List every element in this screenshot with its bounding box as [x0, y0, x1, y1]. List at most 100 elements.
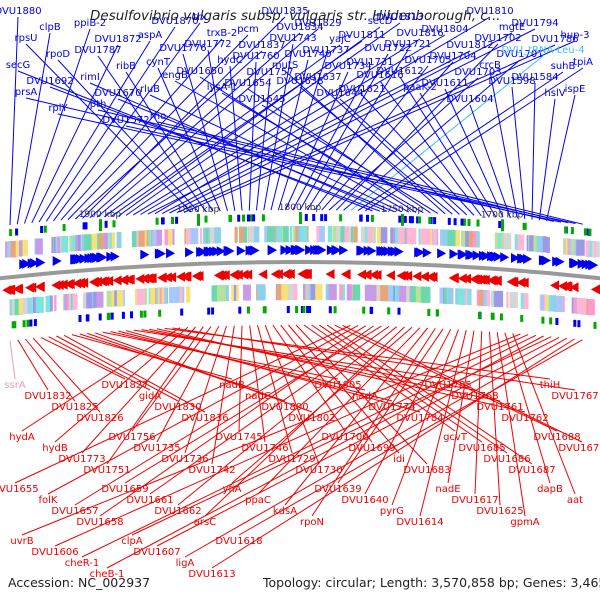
small-feature-mark: [62, 224, 66, 231]
feature-block: [444, 287, 448, 304]
small-feature-mark: [238, 306, 242, 314]
reverse-gene-label: nadC: [245, 391, 271, 402]
feature-block: [380, 227, 388, 244]
feature-block: [116, 232, 122, 248]
feature-block: [114, 290, 117, 307]
reverse-gene-arrow: [550, 280, 560, 291]
small-feature-mark: [130, 311, 133, 319]
small-feature-mark: [410, 216, 414, 224]
forward-gene-label: DVU1880: [0, 6, 42, 17]
forward-label-leader: [96, 28, 319, 218]
small-feature-mark: [428, 216, 432, 224]
feature-block: [337, 226, 345, 243]
feature-block: [388, 285, 393, 302]
feature-block: [390, 227, 394, 244]
reverse-gene-label: DVU1805: [314, 380, 361, 391]
forward-label-leader: [25, 43, 192, 213]
forward-gene-label: DVU1584: [511, 72, 558, 83]
reverse-gene-arrow: [118, 274, 128, 285]
feature-block: [109, 232, 112, 249]
small-feature-mark: [295, 306, 299, 313]
forward-gene-arrow: [166, 248, 176, 259]
forward-gene-arrow: [317, 245, 327, 256]
forward-gene-label: hup-3: [561, 30, 590, 41]
feature-block: [394, 227, 401, 244]
reverse-gene-label: DVU1617: [451, 495, 498, 506]
feature-block: [397, 227, 405, 244]
small-feature-mark: [11, 321, 15, 329]
forward-gene-arrow: [570, 258, 580, 269]
feature-block: [93, 291, 97, 308]
reverse-gene-label: DVU1606: [31, 547, 78, 558]
small-feature-mark: [158, 309, 162, 317]
feature-block: [305, 284, 308, 300]
forward-label-leader: [538, 98, 556, 221]
forward-gene-arrow: [245, 245, 255, 256]
reverse-label-leader: [512, 333, 576, 495]
feature-block: [509, 292, 518, 308]
feature-block: [328, 284, 337, 301]
forward-label-leader: [335, 43, 499, 211]
reverse-gene-arrow: [569, 282, 579, 293]
feature-block: [540, 294, 544, 311]
feature-block: [249, 226, 255, 243]
reverse-gene-label: arsC: [194, 517, 216, 528]
small-feature-mark: [29, 319, 33, 327]
feature-block: [399, 285, 407, 302]
reverse-gene-label: DVU1688: [533, 432, 580, 443]
feature-block: [103, 232, 108, 249]
feature-block: [38, 238, 43, 255]
reverse-label-leader: [14, 325, 351, 484]
forward-gene-label: mgtE: [499, 22, 525, 33]
reverse-label-leader: [131, 326, 212, 432]
feature-block: [421, 286, 427, 303]
feature-block: [14, 298, 23, 315]
forward-gene-arrow: [305, 245, 315, 256]
feature-block: [476, 231, 480, 248]
forward-gene-label: mutS: [272, 60, 298, 71]
small-feature-mark: [175, 216, 179, 224]
forward-label-leader: [125, 125, 576, 224]
forward-label-leader: [317, 82, 460, 215]
forward-gene-label: DVU1645: [238, 94, 285, 105]
forward-gene-label: rpsU: [15, 33, 38, 44]
reverse-label-leader: [32, 337, 101, 413]
feature-block: [576, 239, 585, 256]
reverse-gene-arrow: [362, 269, 372, 280]
forward-gene-arrow: [52, 256, 62, 267]
small-feature-mark: [573, 319, 577, 327]
forward-gene-arrow: [74, 254, 84, 265]
map-title: Desulfovibrio vulgaris subsp. vulgaris s…: [90, 8, 501, 24]
small-feature-mark: [26, 319, 30, 327]
forward-label-leader: [247, 88, 431, 214]
reverse-gene-label: DVU1742: [188, 465, 235, 476]
reverse-gene-label: cheR-1: [65, 558, 100, 569]
forward-gene-arrow: [185, 247, 195, 258]
reverse-gene-label: DVU1699: [348, 443, 395, 454]
forward-label-leader: [444, 88, 504, 218]
small-feature-mark: [498, 221, 502, 228]
forward-label-leader: [25, 97, 554, 222]
forward-label-leader: [229, 65, 243, 211]
small-feature-mark: [246, 306, 250, 314]
forward-gene-label: DVU1650: [176, 66, 223, 77]
forward-gene-label: DVU1835: [261, 6, 308, 17]
reverse-gene-label: hydA: [9, 432, 35, 443]
feature-block: [339, 284, 343, 301]
forward-label-leader: [118, 26, 381, 217]
reverse-label-leader: [21, 327, 181, 432]
feature-block: [108, 232, 116, 249]
feature-block: [142, 230, 150, 247]
forward-label-leader: [489, 70, 518, 219]
forward-gene-label: rpoD: [46, 49, 71, 60]
forward-gene-label: DVU_tRNA-Leu-4: [501, 45, 584, 56]
reverse-gene-arrow: [191, 271, 201, 282]
forward-gene-arrow: [212, 246, 222, 257]
forward-gene-arrow: [79, 253, 89, 264]
forward-gene-label: cynT: [146, 57, 171, 68]
forward-gene-arrow: [110, 251, 120, 262]
forward-gene-label: DVU1872: [94, 34, 141, 45]
feature-block: [15, 240, 19, 257]
forward-label-leader: [38, 40, 151, 223]
